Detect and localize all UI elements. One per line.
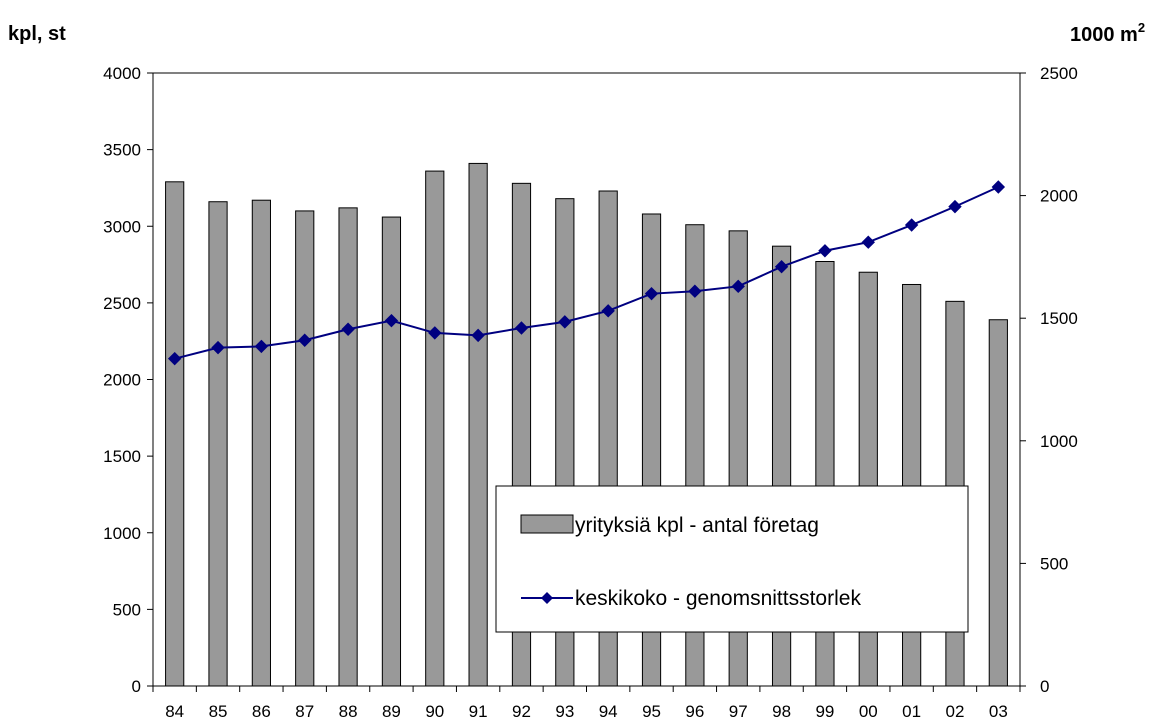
right-axis-tick-label: 0 xyxy=(1040,677,1049,696)
line-point xyxy=(861,235,875,249)
legend-swatch-marker xyxy=(541,592,553,604)
x-axis-tick-label: 88 xyxy=(339,702,358,721)
line-point xyxy=(904,218,919,232)
legend-box xyxy=(495,485,969,633)
x-axis-tick-label: 92 xyxy=(512,702,531,721)
line-point xyxy=(818,244,832,258)
x-axis-tick-label: 02 xyxy=(946,702,965,721)
x-axis-tick-label: 01 xyxy=(902,702,921,721)
bar xyxy=(381,216,402,687)
legend-swatch-bar xyxy=(520,514,574,534)
x-axis-tick-label: 97 xyxy=(729,702,748,721)
left-axis-tick-label: 500 xyxy=(113,600,141,619)
x-axis-tick-label: 85 xyxy=(209,702,228,721)
x-axis-tick-label: 86 xyxy=(252,702,271,721)
left-axis-tick-label: 1000 xyxy=(103,524,141,543)
x-axis-tick-label: 94 xyxy=(599,702,618,721)
line-point xyxy=(167,351,182,366)
left-axis-title: kpl, st xyxy=(8,23,66,45)
bar xyxy=(208,201,228,687)
left-axis-tick-label: 1500 xyxy=(103,447,141,466)
line-series-path xyxy=(174,186,999,360)
bar xyxy=(165,181,185,687)
x-axis-tick-label: 87 xyxy=(295,702,314,721)
x-axis-tick-label: 95 xyxy=(642,702,661,721)
left-axis-tick-label: 2000 xyxy=(103,371,141,390)
legend-label-line: keskikoko - genomsnittsstorlek xyxy=(575,587,861,610)
x-axis-tick-label: 99 xyxy=(815,702,834,721)
right-axis-tick-label: 1500 xyxy=(1040,309,1078,328)
line-series xyxy=(167,180,1006,366)
left-axis-tick-label: 2500 xyxy=(103,294,141,313)
bar xyxy=(338,207,358,687)
line-point xyxy=(514,321,529,335)
bar xyxy=(988,319,1008,687)
right-axis-tick-label: 500 xyxy=(1040,554,1068,573)
right-axis-title-sup: 2 xyxy=(1138,20,1145,35)
right-axis-title-main: 1000 m xyxy=(1070,24,1138,46)
axes: 0 500 1000 1500 2000 2500 3000 3500 4000 0 500 1000… xyxy=(103,64,1078,721)
right-axis-tick-label: 1000 xyxy=(1040,432,1078,451)
line-point xyxy=(341,322,355,336)
line-point xyxy=(731,279,745,294)
line-point xyxy=(298,333,312,347)
line-point xyxy=(774,260,789,274)
x-axis-tick-label: 96 xyxy=(685,702,704,721)
x-axis-tick-label: 91 xyxy=(469,702,488,721)
left-axis-tick-label: 0 xyxy=(132,677,141,696)
left-axis-tick-label: 4000 xyxy=(103,64,141,83)
right-axis-tick-label: 2500 xyxy=(1040,64,1078,83)
line-point xyxy=(558,315,572,329)
line-point xyxy=(471,328,485,343)
x-axis-tick-label: 98 xyxy=(772,702,791,721)
x-axis-tick-label: 90 xyxy=(425,702,444,721)
line-point xyxy=(991,180,1006,194)
right-axis-tick-label: 2000 xyxy=(1040,187,1078,206)
line-point xyxy=(688,284,702,298)
bar xyxy=(468,162,488,687)
line-point xyxy=(428,326,442,340)
line-point xyxy=(601,304,615,318)
legend-label-bar: yrityksiä kpl - antal företag xyxy=(575,514,819,537)
x-axis-tick-label: 00 xyxy=(859,702,878,721)
left-axis-tick-label: 3000 xyxy=(103,217,141,236)
right-axis-title: 1000 m2 xyxy=(1070,20,1145,46)
line-point xyxy=(644,286,659,301)
line-point xyxy=(254,339,269,354)
left-axis-tick-label: 3500 xyxy=(103,141,141,160)
line-point xyxy=(211,340,225,355)
x-axis-tick-label: 03 xyxy=(989,702,1008,721)
legend: yrityksiä kpl - antal företag keskikoko -… xyxy=(495,485,969,633)
x-axis-tick-label: 93 xyxy=(555,702,574,721)
line-point xyxy=(384,313,399,328)
bar xyxy=(295,210,315,687)
x-axis-tick-label: 84 xyxy=(165,702,184,721)
bar xyxy=(251,199,271,687)
bar xyxy=(425,170,445,687)
x-axis-tick-label: 89 xyxy=(382,702,401,721)
line-point xyxy=(948,199,962,214)
